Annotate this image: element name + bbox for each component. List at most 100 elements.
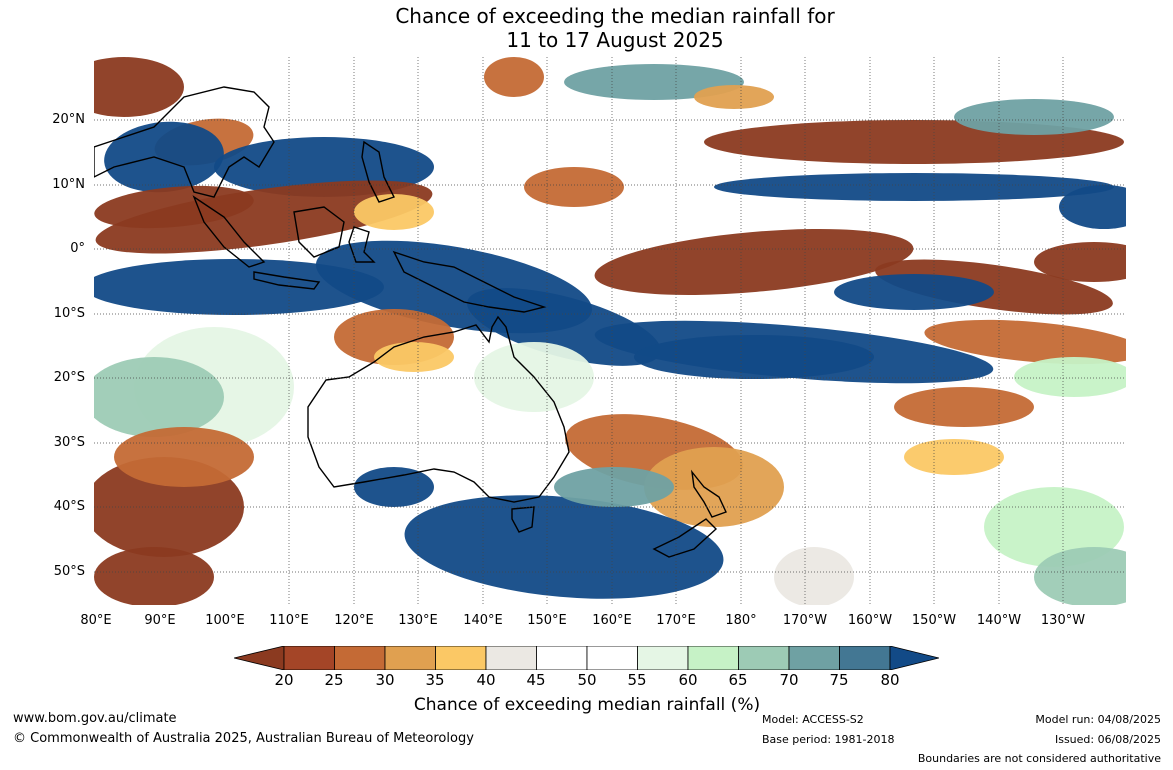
lon-label-120e: 120°E	[334, 613, 374, 628]
rainfall-map-canvas	[94, 57, 1126, 605]
lon-label-100e: 100°E	[205, 613, 245, 628]
lon-label-160w: 160°W	[847, 613, 893, 628]
new-guinea-coastline	[392, 250, 547, 313]
probability-region-3	[94, 57, 184, 117]
colorbar-tick-75: 75	[829, 671, 849, 689]
graticule	[94, 57, 1126, 605]
colorbar-cell-11	[788, 646, 840, 670]
probability-region-2	[94, 357, 224, 437]
probability-region-7	[95, 180, 433, 254]
lon-label-150e: 150°E	[527, 613, 567, 628]
colorbar-tick-65: 65	[728, 671, 748, 689]
probability-region-37	[94, 547, 214, 605]
colorbar-high-arrow	[889, 646, 939, 670]
probability-region-14	[374, 342, 454, 372]
lon-label-140e: 140°E	[463, 613, 503, 628]
website-link[interactable]: www.bom.gov.au/climate	[13, 711, 177, 726]
probability-regions	[94, 57, 1126, 605]
colorbar-tick-40: 40	[476, 671, 496, 689]
probability-region-34	[554, 467, 674, 507]
probability-region-19	[1034, 242, 1126, 282]
colorbar-tick-35: 35	[425, 671, 445, 689]
lat-label-50s: 50°S	[53, 564, 85, 579]
lon-label-150w: 150°W	[911, 613, 957, 628]
java-coastline	[253, 271, 321, 290]
tasmania-coastline	[511, 506, 535, 533]
lon-label-130w: 130°W	[1040, 613, 1086, 628]
colorbar-cell-10	[738, 646, 790, 670]
boundaries-note: Boundaries are not considered authoritat…	[917, 752, 1161, 765]
lat-label-40s: 40°S	[53, 499, 85, 514]
colorbar-tick-70: 70	[779, 671, 799, 689]
lat-label-equator: 0°	[70, 241, 85, 256]
map-title: Chance of exceeding the median rainfall …	[0, 4, 1173, 52]
colorbar-cell-2	[334, 646, 386, 670]
probability-region-32	[404, 495, 724, 599]
lon-label-130e: 130°E	[398, 613, 438, 628]
lat-label-30s: 30°S	[53, 435, 85, 450]
probability-region-22	[714, 173, 1114, 201]
probability-region-30	[894, 387, 1034, 427]
colorbar-cell-7	[586, 646, 638, 670]
lat-label-10n: 10°N	[52, 177, 85, 192]
lon-label-170e: 170°E	[656, 613, 696, 628]
title-line-2: 11 to 17 August 2025	[506, 28, 724, 52]
probability-region-40	[774, 547, 854, 605]
probability-region-16	[594, 229, 914, 295]
probability-region-42	[564, 64, 744, 100]
probability-region-39	[1034, 547, 1126, 605]
lon-label-90e: 90°E	[144, 613, 176, 628]
probability-region-25	[924, 319, 1126, 365]
colorbar-label: Chance of exceeding median rainfall (%)	[413, 695, 761, 715]
lat-label-10s: 10°S	[53, 306, 85, 321]
borneo-coastline	[293, 206, 345, 258]
probability-region-18	[834, 274, 994, 310]
probability-region-20	[1059, 185, 1126, 229]
colorbar-cell-3	[384, 646, 436, 670]
colorbar-tick-20: 20	[274, 671, 294, 689]
new-zealand-south-coastline	[652, 518, 718, 558]
colorbar-tick-80: 80	[880, 671, 900, 689]
probability-region-17	[875, 259, 1113, 315]
base-period-text: Base period: 1981-2018	[762, 733, 895, 746]
sumatra-coastline	[192, 195, 266, 268]
issued-text: Issued: 06/08/2025	[1054, 733, 1161, 746]
lat-label-20n: 20°N	[52, 112, 85, 127]
lon-label-180: 180°	[725, 613, 757, 628]
lon-label-140w: 140°W	[976, 613, 1022, 628]
colorbar-tick-30: 30	[375, 671, 395, 689]
lon-label-80e: 80°E	[80, 613, 112, 628]
probability-region-23	[524, 167, 624, 207]
colorbar-cells	[234, 646, 939, 670]
asia-coastline	[94, 86, 275, 198]
colorbar-tick-55: 55	[627, 671, 647, 689]
colorbar-cell-4	[435, 646, 487, 670]
probability-region-10	[94, 259, 384, 315]
probability-region-36	[114, 427, 254, 487]
probability-region-41	[954, 99, 1114, 135]
probability-region-33	[354, 467, 434, 507]
probability-region-26	[634, 335, 874, 379]
colorbar-low-arrow	[234, 646, 285, 670]
copyright-text: © Commonwealth of Australia 2025, Austra…	[13, 731, 474, 746]
colorbar-cell-12	[839, 646, 891, 670]
probability-region-5	[104, 121, 224, 193]
coastlines	[94, 86, 727, 558]
lon-label-110e: 110°E	[269, 613, 309, 628]
lat-label-20s: 20°S	[53, 370, 85, 385]
colorbar-tick-60: 60	[678, 671, 698, 689]
probability-region-27	[1014, 357, 1126, 397]
probability-region-9	[354, 194, 434, 230]
colorbar-cell-6	[536, 646, 588, 670]
colorbar-cell-5	[485, 646, 537, 670]
australia-coastline	[307, 315, 570, 503]
model-run-text: Model run: 04/08/2025	[1035, 713, 1161, 726]
model-text: Model: ACCESS-S2	[762, 713, 864, 726]
colorbar-tick-50: 50	[577, 671, 597, 689]
sulawesi-coastline	[348, 226, 376, 263]
new-zealand-north-coastline	[690, 469, 727, 518]
probability-region-44	[694, 85, 774, 109]
colorbar	[234, 646, 939, 670]
colorbar-tick-45: 45	[526, 671, 546, 689]
lon-label-170w: 170°W	[782, 613, 828, 628]
